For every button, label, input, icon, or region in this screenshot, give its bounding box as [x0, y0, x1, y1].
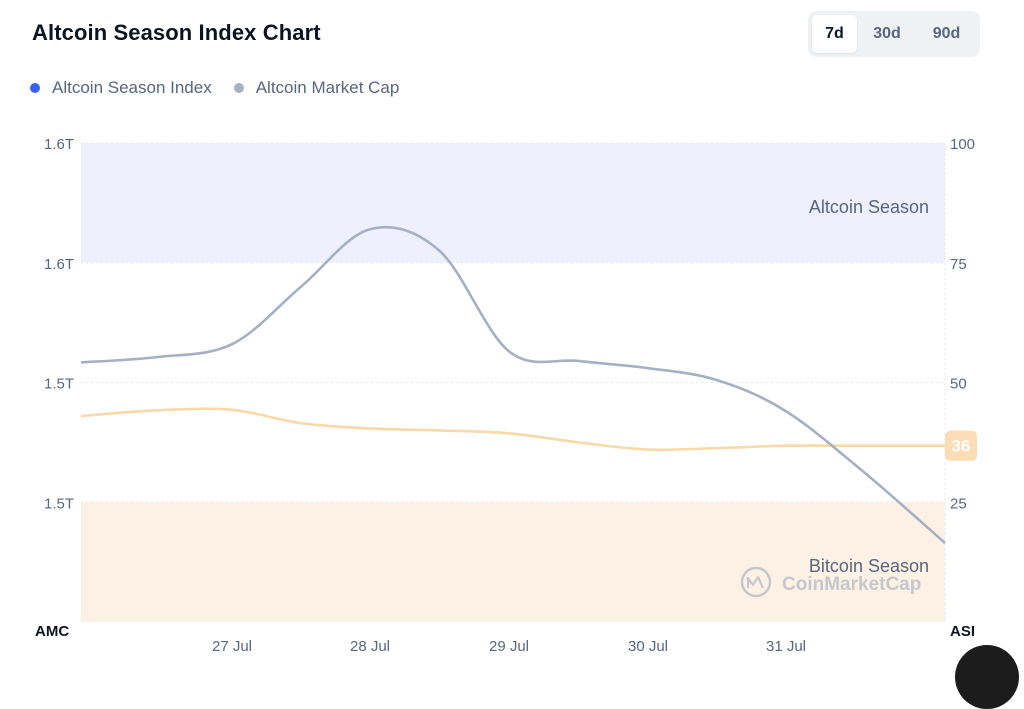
current-index-value: 36 — [952, 437, 971, 456]
x-axis-tick-label: 30 Jul — [628, 638, 668, 654]
legend-dot-icon — [233, 83, 244, 93]
legend-dot-icon — [30, 83, 40, 93]
legend-label-index: Altcoin Season Index — [52, 78, 212, 97]
x-axis-tick-label: 31 Jul — [766, 638, 806, 654]
altcoin-season-label: Altcoin Season — [809, 197, 929, 217]
coinmarketcap-watermark: CoinMarketCap — [740, 566, 921, 598]
altcoin-season-zone — [81, 143, 945, 263]
right-axis-tick-label: 25 — [950, 495, 967, 512]
right-axis-tick-label: 100 — [950, 136, 975, 153]
legend-item-index[interactable]: Altcoin Season Index — [30, 78, 212, 98]
x-axis-tick-label: 28 Jul — [350, 638, 390, 654]
range-90d-button[interactable]: 90d — [932, 25, 961, 42]
legend-item-market-cap[interactable]: Altcoin Market Cap — [233, 78, 400, 98]
left-axis-tick-label: 1.5T — [44, 376, 74, 393]
chart-plot: Altcoin Season Bitcoin SeasonCoinMarketCa… — [35, 136, 977, 654]
left-axis-tick-label: 1.6T — [44, 136, 74, 153]
coinmarketcap-logo-mark-icon — [746, 575, 765, 589]
left-axis-tick-label: 1.5T — [44, 495, 74, 512]
coinmarketcap-watermark-text: CoinMarketCap — [782, 574, 921, 595]
right-axis-tick-label: 75 — [950, 256, 967, 273]
right-axis-label: ASI — [950, 623, 975, 640]
bitcoin-season-zone — [81, 502, 945, 622]
chart-legend: Altcoin Season Index Altcoin Market Cap — [30, 78, 421, 98]
legend-label-market-cap: Altcoin Market Cap — [255, 78, 400, 97]
coinmarketcap-logo-icon — [740, 566, 772, 598]
left-axis-tick-label: 1.6T — [44, 256, 74, 273]
right-axis-tick-label: 50 — [950, 376, 967, 393]
time-range-selector: 7d 30d 90d — [808, 11, 980, 57]
chart-card: Altcoin Season Index Chart 7d 30d 90d Al… — [30, 11, 1019, 709]
range-7d-button[interactable]: 7d — [812, 15, 857, 53]
current-index-badge — [945, 430, 977, 461]
x-axis-tick-label: 29 Jul — [489, 638, 529, 654]
x-axis-tick-label: 27 Jul — [212, 638, 252, 654]
left-axis-label: AMC — [35, 623, 69, 640]
range-30d-button[interactable]: 30d — [873, 25, 901, 42]
series-line-altcoin-season-index — [80, 407, 945, 452]
bitcoin-season-label: Bitcoin Season — [809, 556, 929, 576]
series-line-altcoin-market-cap — [80, 225, 946, 544]
floating-action-circle[interactable] — [955, 645, 1019, 709]
chart-title: Altcoin Season Index Chart — [32, 20, 321, 45]
